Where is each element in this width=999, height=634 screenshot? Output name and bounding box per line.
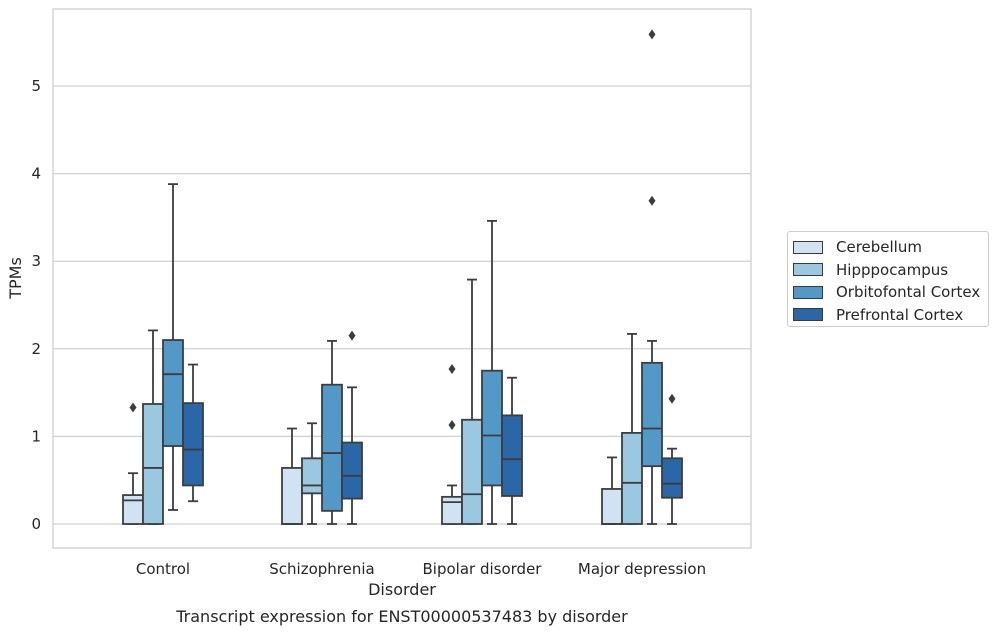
legend-item: Hipppocampus bbox=[793, 259, 988, 282]
box-0-1 bbox=[281, 427, 303, 525]
y-tick-label: 0 bbox=[31, 515, 41, 533]
box-3-3 bbox=[661, 393, 683, 525]
legend-item: Prefrontal Cortex bbox=[793, 304, 988, 327]
x-axis-title: Disorder bbox=[368, 580, 436, 599]
x-tick-label: Control bbox=[136, 560, 190, 578]
legend: Cerebellum Hipppocampus Orbitofontal Corte… bbox=[787, 231, 989, 327]
legend-label: Hipppocampus bbox=[836, 260, 949, 279]
x-tick-labels: Control Schizophrenia Bipolar disorder Majo… bbox=[136, 560, 706, 578]
box-1-1 bbox=[301, 422, 323, 525]
x-tick-label: Schizophrenia bbox=[269, 560, 374, 578]
box-2-1 bbox=[321, 340, 343, 525]
box-0-0 bbox=[122, 402, 144, 525]
box-groups bbox=[122, 29, 683, 525]
y-tick-label: 3 bbox=[31, 252, 41, 270]
y-tick-label: 2 bbox=[31, 340, 41, 358]
iqr-box bbox=[122, 494, 144, 525]
iqr-box bbox=[461, 418, 483, 525]
iqr-box bbox=[162, 339, 184, 447]
iqr-box bbox=[301, 457, 323, 495]
legend-label: Cerebellum bbox=[836, 238, 922, 257]
box-3-2 bbox=[501, 376, 523, 525]
y-tick-label: 1 bbox=[31, 427, 41, 445]
box-3-0 bbox=[182, 363, 204, 503]
outlier-point bbox=[448, 420, 456, 431]
iqr-box bbox=[182, 402, 204, 487]
outlier-point bbox=[668, 393, 676, 404]
legend-swatch bbox=[793, 285, 823, 299]
legend-swatch bbox=[793, 308, 823, 322]
box-1-2 bbox=[461, 278, 483, 525]
legend-item: Orbitofontal Cortex bbox=[793, 281, 988, 304]
iqr-box bbox=[142, 403, 164, 525]
outlier-point bbox=[448, 363, 456, 374]
iqr-box bbox=[441, 495, 463, 525]
x-tick-label: Bipolar disorder bbox=[423, 560, 543, 578]
y-tick-label: 4 bbox=[31, 165, 41, 183]
iqr-box bbox=[341, 441, 363, 500]
box-0-3 bbox=[601, 456, 623, 525]
chart-caption: Transcript expression for ENST0000053748… bbox=[175, 607, 628, 626]
y-tick-labels: 0 1 2 3 4 5 bbox=[31, 77, 41, 533]
box-3-1 bbox=[341, 330, 363, 525]
iqr-box bbox=[641, 361, 663, 468]
y-axis-title: TPMs bbox=[6, 257, 25, 300]
legend-swatch bbox=[793, 263, 823, 277]
outlier-point bbox=[648, 29, 656, 40]
box-2-3 bbox=[641, 29, 663, 525]
iqr-box bbox=[621, 431, 643, 525]
box-1-0 bbox=[142, 329, 164, 525]
legend-label: Prefrontal Cortex bbox=[836, 305, 964, 324]
box-1-3 bbox=[621, 333, 643, 525]
iqr-box bbox=[501, 414, 523, 497]
box-2-0 bbox=[162, 183, 184, 511]
outlier-point bbox=[129, 402, 137, 413]
legend-swatch bbox=[793, 240, 823, 254]
outlier-point bbox=[648, 195, 656, 206]
iqr-box bbox=[661, 457, 683, 499]
x-tick-label: Major depression bbox=[578, 560, 706, 578]
outlier-point bbox=[348, 330, 356, 341]
box-2-2 bbox=[481, 220, 503, 525]
box-0-2 bbox=[441, 363, 463, 525]
iqr-box bbox=[601, 488, 623, 525]
iqr-box bbox=[281, 467, 303, 525]
iqr-box bbox=[321, 383, 343, 512]
legend-label: Orbitofontal Cortex bbox=[836, 283, 981, 302]
legend-item: Cerebellum bbox=[793, 236, 988, 259]
y-tick-label: 5 bbox=[31, 77, 41, 95]
plot-area-frame bbox=[52, 8, 752, 549]
iqr-box bbox=[481, 369, 503, 487]
